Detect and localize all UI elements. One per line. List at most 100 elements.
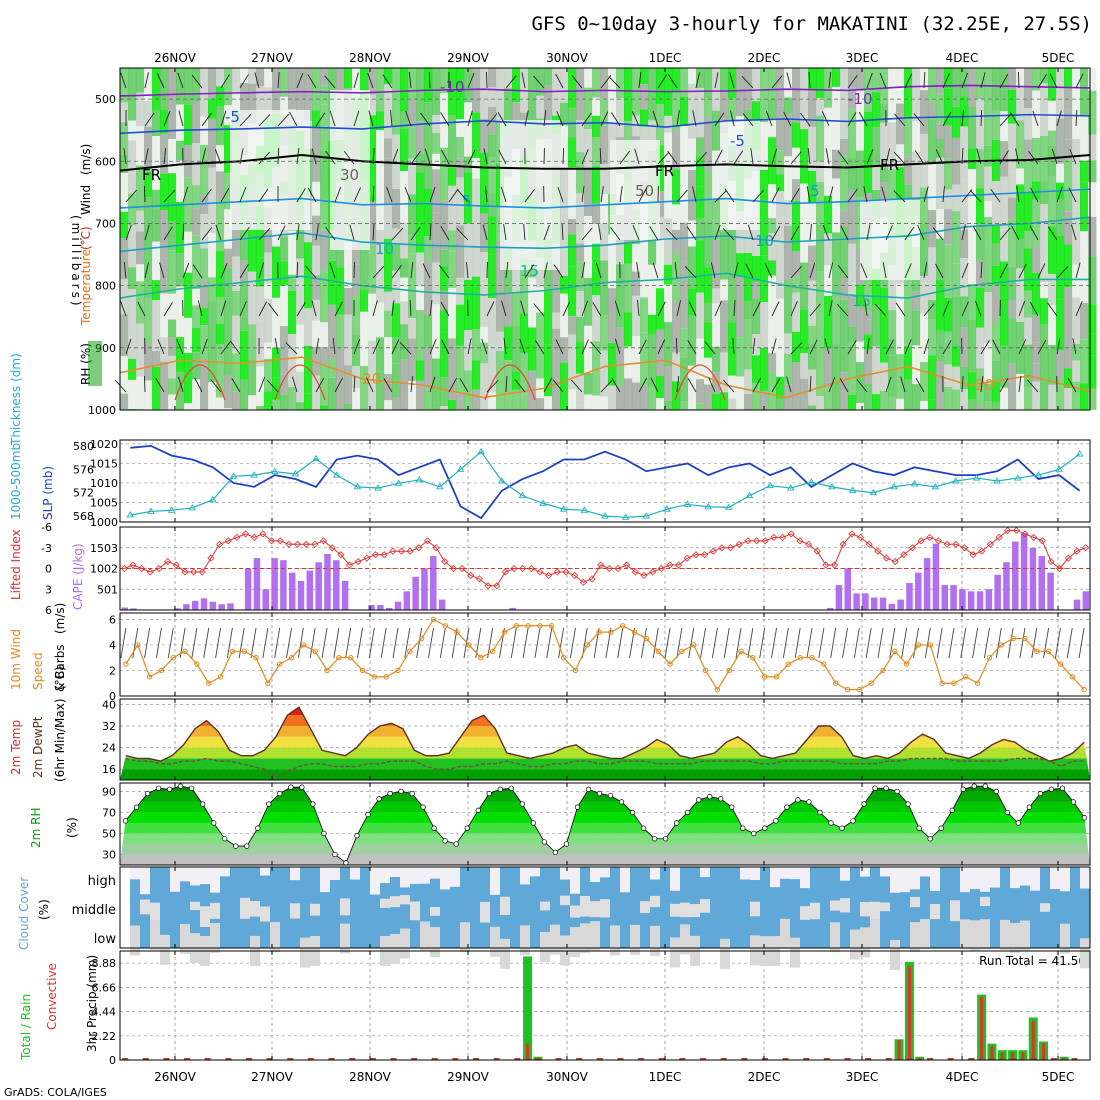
wind-barb [923, 303, 935, 317]
rh-cell [576, 405, 585, 410]
rh-cell [936, 279, 945, 331]
rh-cell [1016, 321, 1025, 374]
wind-barb-10m [558, 627, 565, 659]
rh-cell [192, 289, 201, 306]
cloud-high-gap [520, 867, 530, 885]
wind-barb [895, 302, 906, 317]
rh-cell [488, 392, 497, 410]
precip-tick: 8.88 [92, 957, 117, 970]
cloud-low-gap [850, 929, 860, 960]
rh-cell [696, 218, 705, 241]
li-marker [623, 561, 631, 569]
rh-cell [280, 261, 289, 286]
rh-cell [880, 390, 889, 410]
thickness-marker [312, 454, 320, 462]
rh-cell [584, 278, 593, 326]
rh-cell [488, 193, 497, 217]
wind-barb [692, 110, 697, 127]
rh-cell [712, 372, 721, 394]
li-marker [1004, 526, 1012, 535]
rh-cell [1040, 324, 1049, 370]
rh-cell [1016, 406, 1025, 410]
rh-cell [376, 371, 385, 410]
wind-barb [311, 148, 317, 165]
ua-tick-label: 800 [95, 280, 116, 293]
rh-cell [744, 68, 753, 110]
wind-barb [429, 339, 437, 355]
rh-cell [368, 340, 377, 379]
li-marker [675, 561, 683, 569]
rh-cell [944, 158, 953, 190]
rh-cell [440, 406, 449, 410]
precip-trace [514, 1058, 521, 1060]
rh-cell [920, 362, 929, 402]
wind-barb [752, 338, 756, 355]
rh-cell [776, 324, 785, 341]
isotherm-line [119, 216, 1091, 253]
rh-cell [968, 284, 977, 320]
rh-cell [776, 340, 785, 377]
wind-barb [665, 227, 678, 241]
rh-cell [136, 231, 145, 265]
chart-title: GFS 0~10day 3-hourly for MAKATINI (32.25… [531, 13, 1092, 35]
li-marker [588, 575, 596, 583]
slp-tick: 1010 [90, 477, 118, 490]
rh-cell [576, 316, 585, 343]
cape-bar [438, 599, 446, 610]
cloud-high-gap [200, 867, 210, 885]
rh-cell [976, 68, 985, 100]
rh-marker [640, 825, 647, 831]
cape-bar [324, 553, 331, 610]
rh-cell [680, 96, 689, 127]
temp-ylabel-3-text: (6hr Min/Max) [53, 699, 67, 783]
rh-cell [856, 90, 865, 111]
wind-marker [549, 623, 555, 629]
rh-marker [166, 786, 173, 792]
li-marker [995, 533, 1003, 541]
rh-cell [560, 293, 569, 338]
rh-cell [392, 159, 401, 189]
rh-cell [712, 198, 721, 240]
precip-trace [534, 1058, 541, 1060]
contour-label: 20 [975, 376, 994, 394]
rh-cell [1016, 268, 1025, 322]
cape-bar [421, 568, 428, 610]
rh-cell [696, 137, 705, 157]
rh-cell [128, 120, 137, 141]
cloud-high-gap [990, 867, 1000, 888]
rh-cell [760, 302, 769, 348]
rh-cell [688, 315, 697, 366]
wind-barb [790, 188, 800, 203]
wind-barb-10m [995, 627, 1002, 659]
rh-cell [400, 258, 409, 278]
rh-cell [864, 111, 873, 149]
rh-marker [982, 783, 988, 789]
rh-cell [488, 87, 497, 108]
rh-cell [152, 280, 161, 301]
rh-marker [354, 832, 360, 839]
rh-cell [208, 204, 217, 234]
wind-barb [315, 224, 320, 241]
temp-ylabel-2: 2m DewPt [31, 716, 45, 778]
rh-cell [440, 266, 449, 291]
cloud-mid-gap [1040, 903, 1050, 912]
wind-barb [733, 262, 739, 279]
cape-ylabel-text: CAPE (J/kg) [71, 543, 85, 610]
rh-cell [152, 189, 161, 209]
temp-line [125, 706, 1085, 762]
wind-barb [258, 262, 264, 279]
rh-cell [192, 101, 201, 144]
rh-cell [1008, 68, 1017, 90]
wind-ylabel-1: 10m Wind [9, 629, 23, 690]
rh-cell [240, 379, 249, 410]
wind-barb [638, 339, 647, 355]
rh-cell [600, 222, 609, 261]
rh-cell [464, 370, 473, 410]
rh-cell [704, 302, 713, 323]
rh-cell [120, 238, 129, 280]
rh-cell [1072, 68, 1081, 94]
wind-barb [752, 301, 761, 317]
wind-marker [537, 623, 543, 629]
rh-cell [1080, 116, 1089, 161]
rh-cell [1032, 272, 1041, 315]
